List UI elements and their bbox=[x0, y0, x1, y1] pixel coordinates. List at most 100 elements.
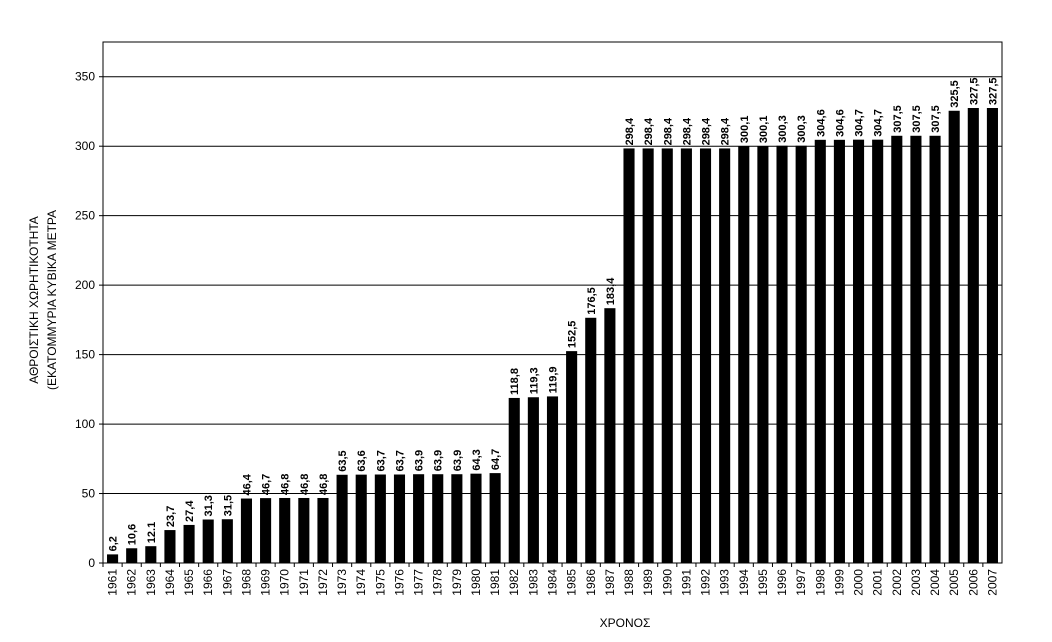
x-tick-label: 1982 bbox=[507, 569, 521, 596]
value-label: 300,1 bbox=[758, 116, 770, 144]
bar bbox=[202, 519, 214, 563]
bar bbox=[413, 474, 425, 563]
bar bbox=[260, 498, 272, 563]
x-tick-label: 2004 bbox=[928, 569, 942, 596]
bar bbox=[279, 497, 291, 563]
value-label: 183,4 bbox=[605, 277, 617, 305]
x-tick-label: 1995 bbox=[756, 569, 770, 596]
y-tick-label: 50 bbox=[82, 487, 96, 501]
x-tick-label: 1967 bbox=[220, 569, 234, 596]
value-label: 304,7 bbox=[854, 109, 866, 137]
bar bbox=[929, 135, 941, 563]
bar bbox=[680, 148, 692, 564]
value-label: 298,4 bbox=[681, 117, 693, 145]
x-tick-label: 1969 bbox=[259, 569, 273, 596]
value-label: 27,4 bbox=[184, 500, 196, 522]
value-label: 63,9 bbox=[433, 450, 445, 471]
x-tick-label: 1998 bbox=[813, 569, 827, 596]
value-label: 307,5 bbox=[892, 105, 904, 133]
bar bbox=[432, 474, 444, 563]
value-label: 307,5 bbox=[930, 105, 942, 133]
y-axis-title: (ΕΚΑΤΟΜΜΥΡΙΑ ΚΥΒΙΚΑ ΜΕΤΡΑ bbox=[45, 210, 59, 390]
x-tick-label: 1980 bbox=[469, 569, 483, 596]
bar bbox=[393, 474, 406, 563]
x-tick-label: 1991 bbox=[679, 569, 693, 596]
value-label: 119,3 bbox=[528, 367, 540, 394]
x-tick-label: 1993 bbox=[718, 569, 732, 596]
bar bbox=[852, 139, 865, 563]
x-tick-label: 1996 bbox=[775, 569, 789, 596]
x-tick-label: 1984 bbox=[546, 569, 560, 596]
value-label: 298,4 bbox=[720, 117, 732, 145]
y-tick-label: 100 bbox=[75, 417, 95, 431]
bar bbox=[566, 351, 578, 563]
bar bbox=[604, 308, 616, 563]
value-label: 63,9 bbox=[414, 450, 426, 471]
x-tick-label: 1983 bbox=[526, 569, 540, 596]
bar bbox=[221, 519, 233, 563]
value-label: 304,6 bbox=[815, 109, 827, 137]
value-label: 307,5 bbox=[911, 105, 923, 133]
x-tick-label: 1971 bbox=[297, 569, 311, 596]
y-axis-title: ΑΘΡΟΙΣΤΙΚΗ ΧΩΡΗΤΙΚΟΤΗΤΑ bbox=[27, 216, 41, 384]
x-tick-label: 1977 bbox=[412, 569, 426, 596]
x-tick-label: 2003 bbox=[909, 569, 923, 596]
y-tick-label: 300 bbox=[75, 139, 95, 153]
value-label: 304,7 bbox=[873, 109, 885, 137]
x-tick-label: 1988 bbox=[622, 569, 636, 596]
value-label: 325,5 bbox=[949, 80, 961, 108]
bar bbox=[240, 498, 253, 563]
x-tick-label: 1974 bbox=[354, 569, 368, 596]
bar bbox=[489, 473, 501, 563]
bar bbox=[661, 148, 673, 564]
value-label: 10,6 bbox=[127, 524, 139, 545]
bar bbox=[336, 474, 348, 563]
bar bbox=[814, 139, 826, 563]
value-label: 46,4 bbox=[241, 473, 253, 495]
x-axis-title: ΧΡΟΝΟΣ bbox=[600, 616, 651, 630]
x-tick-label: 1987 bbox=[603, 569, 617, 596]
value-label: 31,5 bbox=[222, 495, 234, 516]
value-label: 304,6 bbox=[834, 109, 846, 137]
x-tick-label: 1965 bbox=[182, 569, 196, 596]
bar bbox=[948, 110, 960, 563]
bar bbox=[986, 107, 998, 563]
bar bbox=[183, 524, 195, 563]
bar bbox=[910, 135, 922, 563]
x-tick-label: 1989 bbox=[641, 569, 655, 596]
bar bbox=[107, 554, 119, 563]
value-label: 298,4 bbox=[701, 117, 713, 145]
bar bbox=[795, 145, 807, 563]
bar bbox=[317, 497, 329, 563]
x-tick-label: 1976 bbox=[392, 569, 406, 596]
y-tick-label: 150 bbox=[75, 348, 95, 362]
y-tick-label: 250 bbox=[75, 209, 95, 223]
value-label: 300,1 bbox=[739, 116, 751, 144]
value-label: 63,7 bbox=[375, 450, 387, 471]
value-label: 63,6 bbox=[356, 450, 368, 471]
bar bbox=[738, 146, 750, 563]
y-tick-label: 200 bbox=[75, 278, 95, 292]
bar bbox=[451, 474, 463, 563]
value-label: 152,5 bbox=[567, 321, 579, 349]
x-tick-label: 1972 bbox=[316, 569, 330, 596]
value-label: 300,3 bbox=[796, 115, 808, 143]
x-tick-label: 1979 bbox=[450, 569, 464, 596]
value-label: 63,7 bbox=[394, 450, 406, 471]
x-tick-label: 2001 bbox=[871, 569, 885, 596]
value-label: 118,8 bbox=[509, 368, 521, 395]
bar bbox=[355, 474, 367, 563]
bar bbox=[623, 148, 635, 564]
bar bbox=[891, 135, 903, 563]
bar bbox=[642, 148, 654, 564]
value-label: 298,4 bbox=[662, 117, 674, 145]
x-tick-label: 2005 bbox=[947, 569, 961, 596]
x-tick-label: 2006 bbox=[966, 569, 980, 596]
value-label: 46,7 bbox=[261, 474, 273, 495]
x-tick-label: 1963 bbox=[144, 569, 158, 596]
x-tick-label: 2002 bbox=[890, 569, 904, 596]
value-label: 176,5 bbox=[586, 287, 598, 315]
value-label: 46,8 bbox=[299, 474, 311, 495]
x-tick-label: 1966 bbox=[201, 569, 215, 596]
